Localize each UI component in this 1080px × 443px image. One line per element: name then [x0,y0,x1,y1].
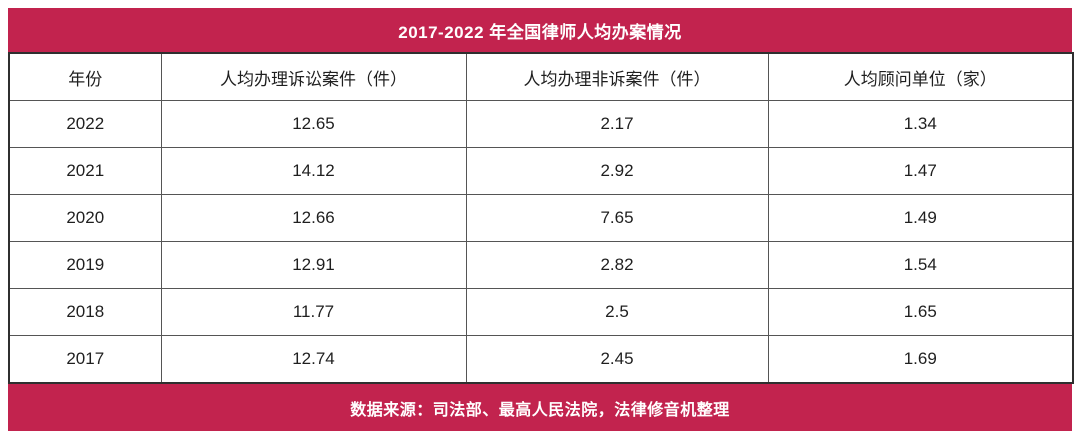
col-header-advisory-units: 人均顾问单位（家） [767,52,1074,101]
cell-litigation: 11.77 [160,288,467,336]
table-row-2022: 2022 12.65 2.17 1.34 [8,100,1074,148]
cell-non-litigation: 7.65 [465,194,769,242]
cell-litigation: 12.66 [160,194,467,242]
cell-advisory: 1.49 [767,194,1074,242]
caseload-table: 年份 人均办理诉讼案件（件） 人均办理非诉案件（件） 人均顾问单位（家） 202… [8,52,1074,384]
table-row-2017: 2017 12.74 2.45 1.69 [8,335,1074,384]
cell-non-litigation: 2.5 [465,288,769,336]
cell-advisory: 1.47 [767,147,1074,195]
cell-advisory: 1.54 [767,241,1074,289]
col-header-non-litigation-cases: 人均办理非诉案件（件） [465,52,769,101]
cell-year: 2017 [8,335,162,384]
table-title-bar: 2017-2022 年全国律师人均办案情况 [8,8,1072,52]
table-row-2020: 2020 12.66 7.65 1.49 [8,194,1074,242]
cell-litigation: 12.74 [160,335,467,384]
header-row: 年份 人均办理诉讼案件（件） 人均办理非诉案件（件） 人均顾问单位（家） [8,52,1074,101]
source-text: 数据来源：司法部、最高人民法院，法律修音机整理 [350,401,730,419]
cell-year: 2022 [8,100,162,148]
cell-non-litigation: 2.92 [465,147,769,195]
table-row-2019: 2019 12.91 2.82 1.54 [8,241,1074,289]
table-title: 2017-2022 年全国律师人均办案情况 [398,22,682,42]
table-row-2018: 2018 11.77 2.5 1.65 [8,288,1074,336]
cell-year: 2020 [8,194,162,242]
cell-non-litigation: 2.45 [465,335,769,384]
cell-non-litigation: 2.17 [465,100,769,148]
col-header-litigation-cases: 人均办理诉讼案件（件） [160,52,467,101]
cell-non-litigation: 2.82 [465,241,769,289]
table-body: 2022 12.65 2.17 1.34 2021 14.12 2.92 1.4… [8,100,1074,384]
cell-advisory: 1.34 [767,100,1074,148]
cell-litigation: 12.91 [160,241,467,289]
cell-litigation: 12.65 [160,100,467,148]
lawyer-caseload-infographic: 2017-2022 年全国律师人均办案情况 年份 人均办理诉讼案件（件） 人均办… [8,8,1074,431]
table-row-2021: 2021 14.12 2.92 1.47 [8,147,1074,195]
cell-advisory: 1.65 [767,288,1074,336]
table-head: 年份 人均办理诉讼案件（件） 人均办理非诉案件（件） 人均顾问单位（家） [8,52,1074,101]
cell-year: 2019 [8,241,162,289]
cell-year: 2021 [8,147,162,195]
col-header-year: 年份 [8,52,162,101]
cell-year: 2018 [8,288,162,336]
source-bar: 数据来源：司法部、最高人民法院，法律修音机整理 [8,384,1072,431]
cell-advisory: 1.69 [767,335,1074,384]
cell-litigation: 14.12 [160,147,467,195]
